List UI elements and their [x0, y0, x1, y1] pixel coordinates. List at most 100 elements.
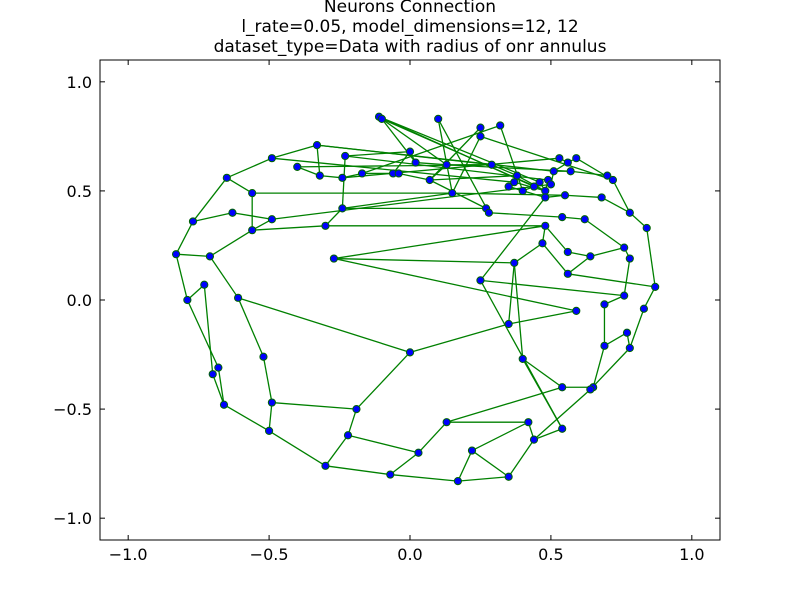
neuron-node	[558, 424, 567, 433]
neuron-node	[476, 132, 485, 141]
neuron-node	[518, 186, 527, 196]
neuron-node	[171, 250, 181, 259]
neuron-node	[448, 188, 457, 198]
neuron-node	[233, 293, 243, 302]
neuron-node	[639, 304, 649, 313]
connection-edge	[507, 262, 515, 325]
connection-edge	[417, 421, 448, 454]
connection-edge	[541, 242, 569, 275]
neuron-node	[208, 370, 217, 379]
neuron-node	[535, 178, 544, 187]
neuron-node	[563, 247, 572, 257]
neuron-node	[541, 193, 550, 202]
connection-edge	[341, 155, 346, 209]
neuron-node	[510, 178, 519, 187]
connection-edge	[415, 161, 447, 166]
neuron-node	[625, 343, 634, 353]
connection-edge	[522, 358, 563, 388]
neuron-node	[504, 182, 513, 191]
connection-edge	[333, 257, 577, 312]
neuron-node	[555, 154, 564, 163]
neuron-node	[338, 204, 347, 213]
chart-title-line-2: l_rate=0.05, model_dimensions=12, 12	[241, 17, 578, 37]
connection-edge	[232, 212, 273, 220]
neuron-node	[343, 431, 353, 440]
neuron-node	[200, 280, 209, 289]
connection-edge	[604, 332, 628, 347]
connection-edge	[342, 157, 560, 179]
neuron-node	[566, 167, 575, 176]
connection-edge	[271, 401, 357, 410]
connection-edge	[355, 351, 411, 410]
connection-edge	[390, 473, 458, 482]
connection-edge	[333, 257, 515, 264]
connection-edge	[480, 135, 614, 181]
chart-title: Neurons Connection l_rate=0.05, model_di…	[214, 0, 607, 57]
connection-edge	[471, 450, 510, 478]
connection-edge	[513, 262, 524, 359]
connection-edge	[316, 145, 321, 176]
neuron-node	[315, 171, 324, 180]
connection-edge	[564, 194, 602, 199]
neuron-node	[580, 215, 589, 224]
connection-edge	[325, 465, 391, 476]
neuron-node	[572, 306, 581, 316]
connection-edge	[508, 310, 577, 325]
neuron-node	[442, 418, 451, 427]
connection-edge	[590, 247, 625, 257]
neuron-node	[394, 169, 403, 178]
neuron-node	[504, 319, 513, 329]
y-tick-label: 1.0	[67, 73, 92, 92]
connection-edge	[623, 258, 631, 296]
connection-edge	[409, 323, 509, 353]
connection-edge	[437, 118, 490, 214]
connection-edge	[175, 254, 188, 301]
connection-edge	[192, 212, 233, 223]
neuron-node	[312, 140, 322, 150]
connection-edge	[612, 179, 631, 214]
neuron-node	[453, 476, 463, 486]
neuron-node	[267, 215, 277, 224]
connection-edge	[347, 434, 419, 454]
connection-edge	[508, 439, 535, 478]
connection-edge	[342, 192, 453, 210]
neuron-node	[563, 158, 572, 167]
neuron-node	[267, 154, 277, 163]
neuron-node	[219, 400, 229, 409]
neuron-node	[222, 173, 231, 182]
connection-edge	[629, 308, 645, 349]
neuron-node	[248, 188, 257, 198]
neuron-node	[586, 385, 595, 394]
neuron-node	[414, 448, 423, 457]
neuron-node	[467, 446, 477, 455]
connection-edge	[429, 174, 518, 181]
neuron-node	[600, 341, 609, 350]
connection-edge	[176, 253, 210, 258]
connection-edge	[268, 430, 326, 467]
connection-edge	[533, 428, 563, 441]
neuron-node	[183, 295, 192, 305]
connection-edge	[237, 297, 411, 353]
neuron-node	[622, 328, 632, 337]
connection-edge	[429, 179, 487, 209]
neuron-node	[549, 167, 558, 176]
neuron-node	[524, 418, 533, 427]
y-tick-label: −0.5	[53, 400, 92, 419]
neuron-node	[572, 154, 581, 163]
connection-edge	[589, 347, 631, 390]
neuron-node	[620, 243, 629, 252]
neuron-node	[341, 151, 350, 161]
x-tick-label: −0.5	[250, 545, 289, 564]
connection-edge	[437, 118, 453, 194]
neuron-node	[188, 217, 198, 226]
connection-edge	[347, 408, 358, 436]
connection-edge	[209, 255, 239, 299]
connection-edge	[457, 476, 509, 482]
connection-edge	[223, 404, 270, 432]
connection-edge	[499, 125, 524, 192]
neuron-node	[597, 193, 606, 202]
connection-edge	[226, 177, 253, 194]
neuron-node	[625, 254, 634, 263]
connection-edge	[203, 284, 214, 375]
neuron-node	[377, 114, 386, 124]
